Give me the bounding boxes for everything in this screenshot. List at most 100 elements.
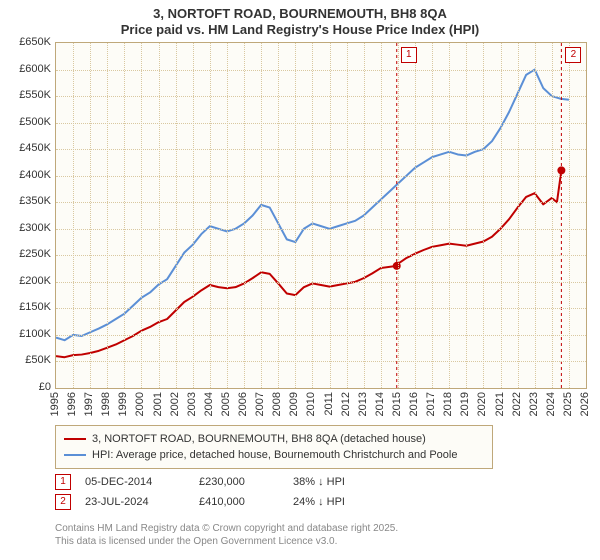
ytick-label: £300K	[1, 222, 51, 234]
title-line2: Price paid vs. HM Land Registry's House …	[0, 22, 600, 38]
gridline-v	[244, 43, 245, 388]
sale-marker-inline: 1	[55, 474, 71, 490]
xtick-label: 2009	[288, 392, 300, 416]
plot-svg	[56, 43, 586, 388]
xtick-label: 1996	[66, 392, 78, 416]
gridline-v	[364, 43, 365, 388]
ytick-label: £550K	[1, 89, 51, 101]
plot-area: 12	[55, 42, 587, 389]
gridline-v	[535, 43, 536, 388]
gridline-h	[56, 229, 586, 230]
xtick-label: 2011	[323, 392, 335, 416]
legend-row: 3, NORTOFT ROAD, BOURNEMOUTH, BH8 8QA (d…	[64, 431, 484, 447]
gridline-h	[56, 176, 586, 177]
xtick-label: 2025	[562, 392, 574, 416]
gridline-v	[483, 43, 484, 388]
xtick-label: 2010	[305, 392, 317, 416]
xtick-label: 2021	[494, 392, 506, 416]
gridline-v	[176, 43, 177, 388]
gridline-v	[278, 43, 279, 388]
gridline-v	[227, 43, 228, 388]
gridline-h	[56, 70, 586, 71]
gridline-v	[398, 43, 399, 388]
xtick-label: 2026	[579, 392, 591, 416]
sale-delta: 24% ↓ HPI	[293, 496, 403, 508]
sale-row: 1 05-DEC-2014 £230,000 38% ↓ HPI	[55, 472, 403, 492]
gridline-h	[56, 149, 586, 150]
xtick-label: 2004	[203, 392, 215, 416]
xtick-label: 2013	[357, 392, 369, 416]
gridline-v	[312, 43, 313, 388]
ytick-label: £400K	[1, 169, 51, 181]
sale-delta: 38% ↓ HPI	[293, 476, 403, 488]
gridline-v	[347, 43, 348, 388]
gridline-v	[261, 43, 262, 388]
xtick-label: 2003	[186, 392, 198, 416]
sale-date: 05-DEC-2014	[85, 476, 185, 488]
gridline-v	[432, 43, 433, 388]
gridline-v	[210, 43, 211, 388]
chart-container: 3, NORTOFT ROAD, BOURNEMOUTH, BH8 8QA Pr…	[0, 0, 600, 560]
ytick-label: £650K	[1, 36, 51, 48]
xtick-label: 1995	[49, 392, 61, 416]
xtick-label: 2008	[271, 392, 283, 416]
gridline-h	[56, 308, 586, 309]
xtick-label: 2014	[374, 392, 386, 416]
gridline-v	[449, 43, 450, 388]
legend-swatch	[64, 454, 86, 456]
sale-marker-inline: 2	[55, 494, 71, 510]
gridline-v	[90, 43, 91, 388]
xtick-label: 2022	[511, 392, 523, 416]
ytick-label: £350K	[1, 195, 51, 207]
sale-price: £230,000	[199, 476, 279, 488]
gridline-h	[56, 361, 586, 362]
xtick-label: 2007	[254, 392, 266, 416]
xtick-label: 2005	[220, 392, 232, 416]
sale-date: 23-JUL-2024	[85, 496, 185, 508]
xtick-label: 2000	[134, 392, 146, 416]
gridline-v	[73, 43, 74, 388]
ytick-label: £250K	[1, 248, 51, 260]
sale-price: £410,000	[199, 496, 279, 508]
ytick-label: £150K	[1, 301, 51, 313]
xtick-label: 1997	[83, 392, 95, 416]
legend-swatch	[64, 438, 86, 440]
gridline-v	[295, 43, 296, 388]
ytick-label: £500K	[1, 116, 51, 128]
xtick-label: 2012	[340, 392, 352, 416]
legend-label: HPI: Average price, detached house, Bour…	[92, 449, 457, 461]
xtick-label: 2023	[528, 392, 540, 416]
gridline-v	[141, 43, 142, 388]
xtick-label: 1998	[100, 392, 112, 416]
title-line1: 3, NORTOFT ROAD, BOURNEMOUTH, BH8 8QA	[0, 6, 600, 22]
footer-line1: Contains HM Land Registry data © Crown c…	[55, 522, 398, 535]
gridline-v	[518, 43, 519, 388]
gridline-v	[330, 43, 331, 388]
xtick-label: 2016	[408, 392, 420, 416]
xtick-label: 2006	[237, 392, 249, 416]
xtick-label: 2018	[442, 392, 454, 416]
gridline-v	[466, 43, 467, 388]
title-block: 3, NORTOFT ROAD, BOURNEMOUTH, BH8 8QA Pr…	[0, 0, 600, 39]
gridline-v	[193, 43, 194, 388]
sales-table: 1 05-DEC-2014 £230,000 38% ↓ HPI 2 23-JUL-202…	[55, 472, 403, 512]
sale-marker-1: 1	[401, 47, 417, 63]
gridline-v	[107, 43, 108, 388]
xtick-label: 2015	[391, 392, 403, 416]
ytick-label: £100K	[1, 328, 51, 340]
gridline-v	[415, 43, 416, 388]
gridline-v	[501, 43, 502, 388]
xtick-label: 2024	[545, 392, 557, 416]
gridline-v	[552, 43, 553, 388]
gridline-h	[56, 96, 586, 97]
ytick-label: £0	[1, 381, 51, 393]
sale-row: 2 23-JUL-2024 £410,000 24% ↓ HPI	[55, 492, 403, 512]
ytick-label: £200K	[1, 275, 51, 287]
legend-label: 3, NORTOFT ROAD, BOURNEMOUTH, BH8 8QA (d…	[92, 433, 426, 445]
gridline-h	[56, 335, 586, 336]
footer: Contains HM Land Registry data © Crown c…	[55, 522, 398, 548]
xtick-label: 2019	[459, 392, 471, 416]
xtick-label: 2001	[152, 392, 164, 416]
legend-box: 3, NORTOFT ROAD, BOURNEMOUTH, BH8 8QA (d…	[55, 425, 493, 469]
footer-line2: This data is licensed under the Open Gov…	[55, 535, 398, 548]
